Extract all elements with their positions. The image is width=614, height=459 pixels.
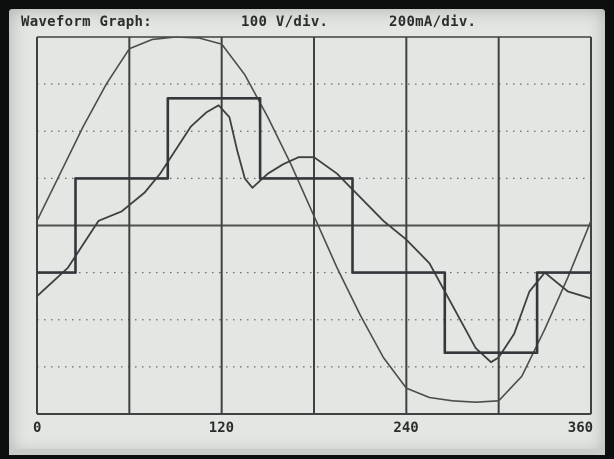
x-tick-label: 120 [208, 420, 235, 436]
current-scale: 200mA/div. [389, 14, 477, 30]
waveform-graph [36, 36, 592, 415]
waveform-series-1 [36, 36, 592, 404]
x-tick-label: 360 [567, 420, 594, 436]
oscilloscope-screen: Waveform Graph: 100 V/div. 200mA/div. 0 1… [9, 9, 605, 455]
graph-grid [36, 36, 592, 415]
x-tick-label: 0 [33, 420, 42, 436]
waveform-series [36, 36, 592, 404]
waveform-series-3 [37, 97, 591, 355]
screen-bottom-bezel [9, 449, 605, 455]
voltage-scale: 100 V/div. [241, 14, 329, 30]
waveform-series-2 [36, 104, 592, 364]
title-bar: Waveform Graph: 100 V/div. 200mA/div. [9, 9, 605, 33]
graph-title: Waveform Graph: [21, 14, 152, 30]
x-tick-label: 240 [393, 420, 419, 436]
